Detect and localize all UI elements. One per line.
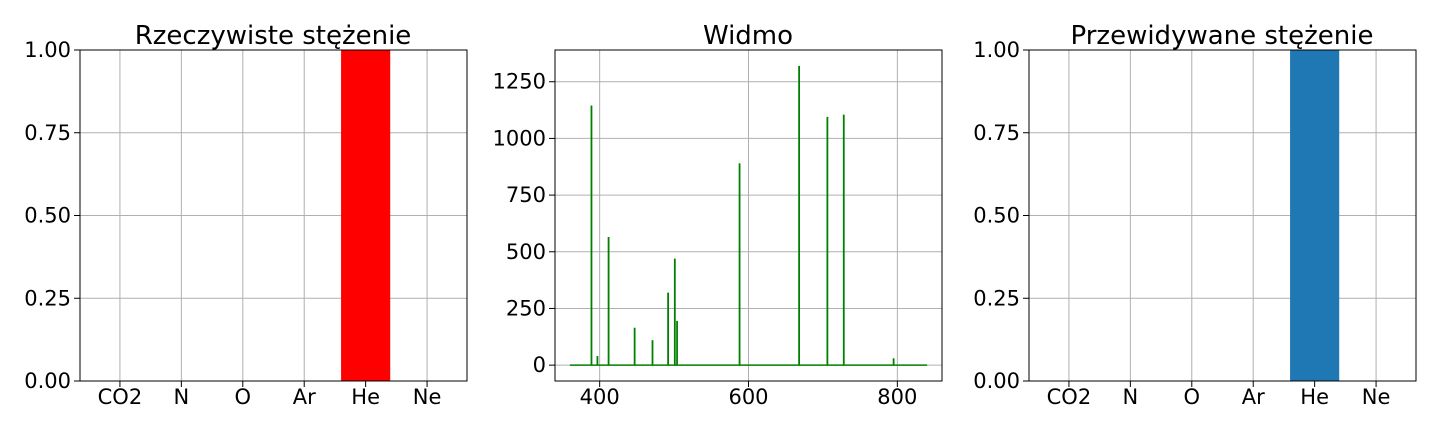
predicted-ytick-label: 0.25: [973, 286, 1020, 310]
spectrum-ytick-label: 250: [506, 296, 546, 320]
predicted-ytick-label: 1.00: [973, 38, 1020, 62]
spectrum-xtick-label: 400: [580, 385, 620, 409]
actual-xtick-label: Ne: [413, 385, 442, 409]
predicted-ytick-label: 0.50: [973, 204, 1020, 228]
predicted-xtick-label: Ar: [1242, 385, 1265, 409]
predicted-bar-he: [1290, 50, 1340, 381]
actual-bar-he: [341, 50, 391, 381]
predicted-xtick-label: CO2: [1047, 385, 1092, 409]
actual-ytick-label: 0.25: [24, 286, 71, 310]
spectrum-ytick-label: 0: [533, 353, 546, 377]
spectrum-ytick-label: 500: [506, 240, 546, 264]
actual-ytick-label: 0.75: [24, 121, 71, 145]
actual-xtick-label: O: [235, 385, 252, 409]
chart-title-predicted: Przewidywane stężenie: [1071, 21, 1374, 51]
spectrum-ytick-label: 750: [506, 183, 546, 207]
chart-title-spectrum: Widmo: [703, 21, 793, 51]
actual-xtick-label: N: [173, 385, 189, 409]
actual-xtick-label: Ar: [293, 385, 316, 409]
predicted-xtick-label: Ne: [1362, 385, 1391, 409]
spectrum-ytick-label: 1000: [493, 126, 546, 150]
actual-ytick-label: 1.00: [24, 38, 71, 62]
predicted-ytick-label: 0.00: [973, 369, 1020, 393]
predicted-xtick-label: O: [1184, 385, 1201, 409]
predicted-ytick-label: 0.75: [973, 121, 1020, 145]
predicted-xtick-label: N: [1122, 385, 1138, 409]
actual-ytick-label: 0.50: [24, 204, 71, 228]
actual-ytick-label: 0.00: [24, 369, 71, 393]
predicted-xtick-label: He: [1300, 385, 1329, 409]
panel-spectrum: Widmo 0 250 500 750 1000 1250 400 600 800: [493, 21, 943, 409]
spectrum-ytick-label: 1250: [493, 70, 546, 94]
chart-title-actual: Rzeczywiste stężenie: [135, 21, 412, 51]
actual-xtick-label: He: [351, 385, 380, 409]
spectrum-xtick-label: 800: [877, 385, 917, 409]
panel-predicted-concentration: Przewidywane stężenie 0.00 0.25 0.50 0.75 1.…: [973, 21, 1417, 409]
actual-xtick-label: CO2: [98, 385, 143, 409]
spectrum-xtick-label: 600: [728, 385, 768, 409]
panel-actual-concentration: Rzeczywiste stężenie 0.00 0.25 0.50 0.75 1.0…: [24, 21, 468, 409]
